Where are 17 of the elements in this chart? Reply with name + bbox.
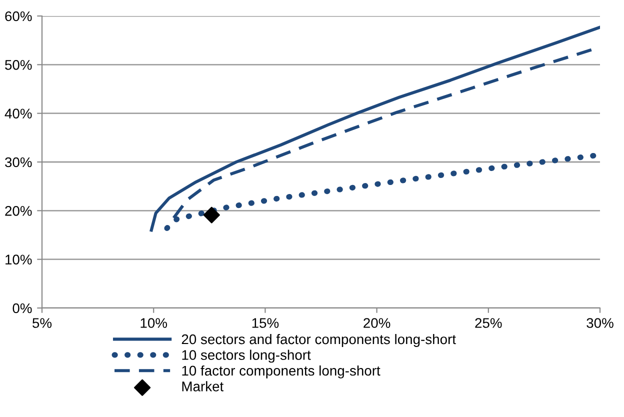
y-tick-label: 20% [5,206,32,216]
y-tick-label: 40% [4,108,32,119]
legend-label: 10 sectors long-short [182,350,311,363]
y-tick-label: 30% [5,157,32,168]
y-tick-label: 10% [6,254,32,265]
legend-label: Market [182,381,224,392]
y-tick-label: 60% [5,11,32,22]
legend-label: 10 factor components long-short [182,365,380,378]
x-tick-label: 25% [475,318,502,328]
y-tick-label: 0% [12,303,32,314]
x-tick-label: 10% [140,318,168,328]
legend-label: 20 sectors and factor components long-short [182,334,456,347]
x-tick-label: 15% [252,318,279,328]
x-tick-label: 20% [364,318,390,328]
x-tick-label: 5% [32,318,52,328]
y-tick-label: 50% [5,60,32,70]
x-tick-label: 30% [586,318,614,328]
